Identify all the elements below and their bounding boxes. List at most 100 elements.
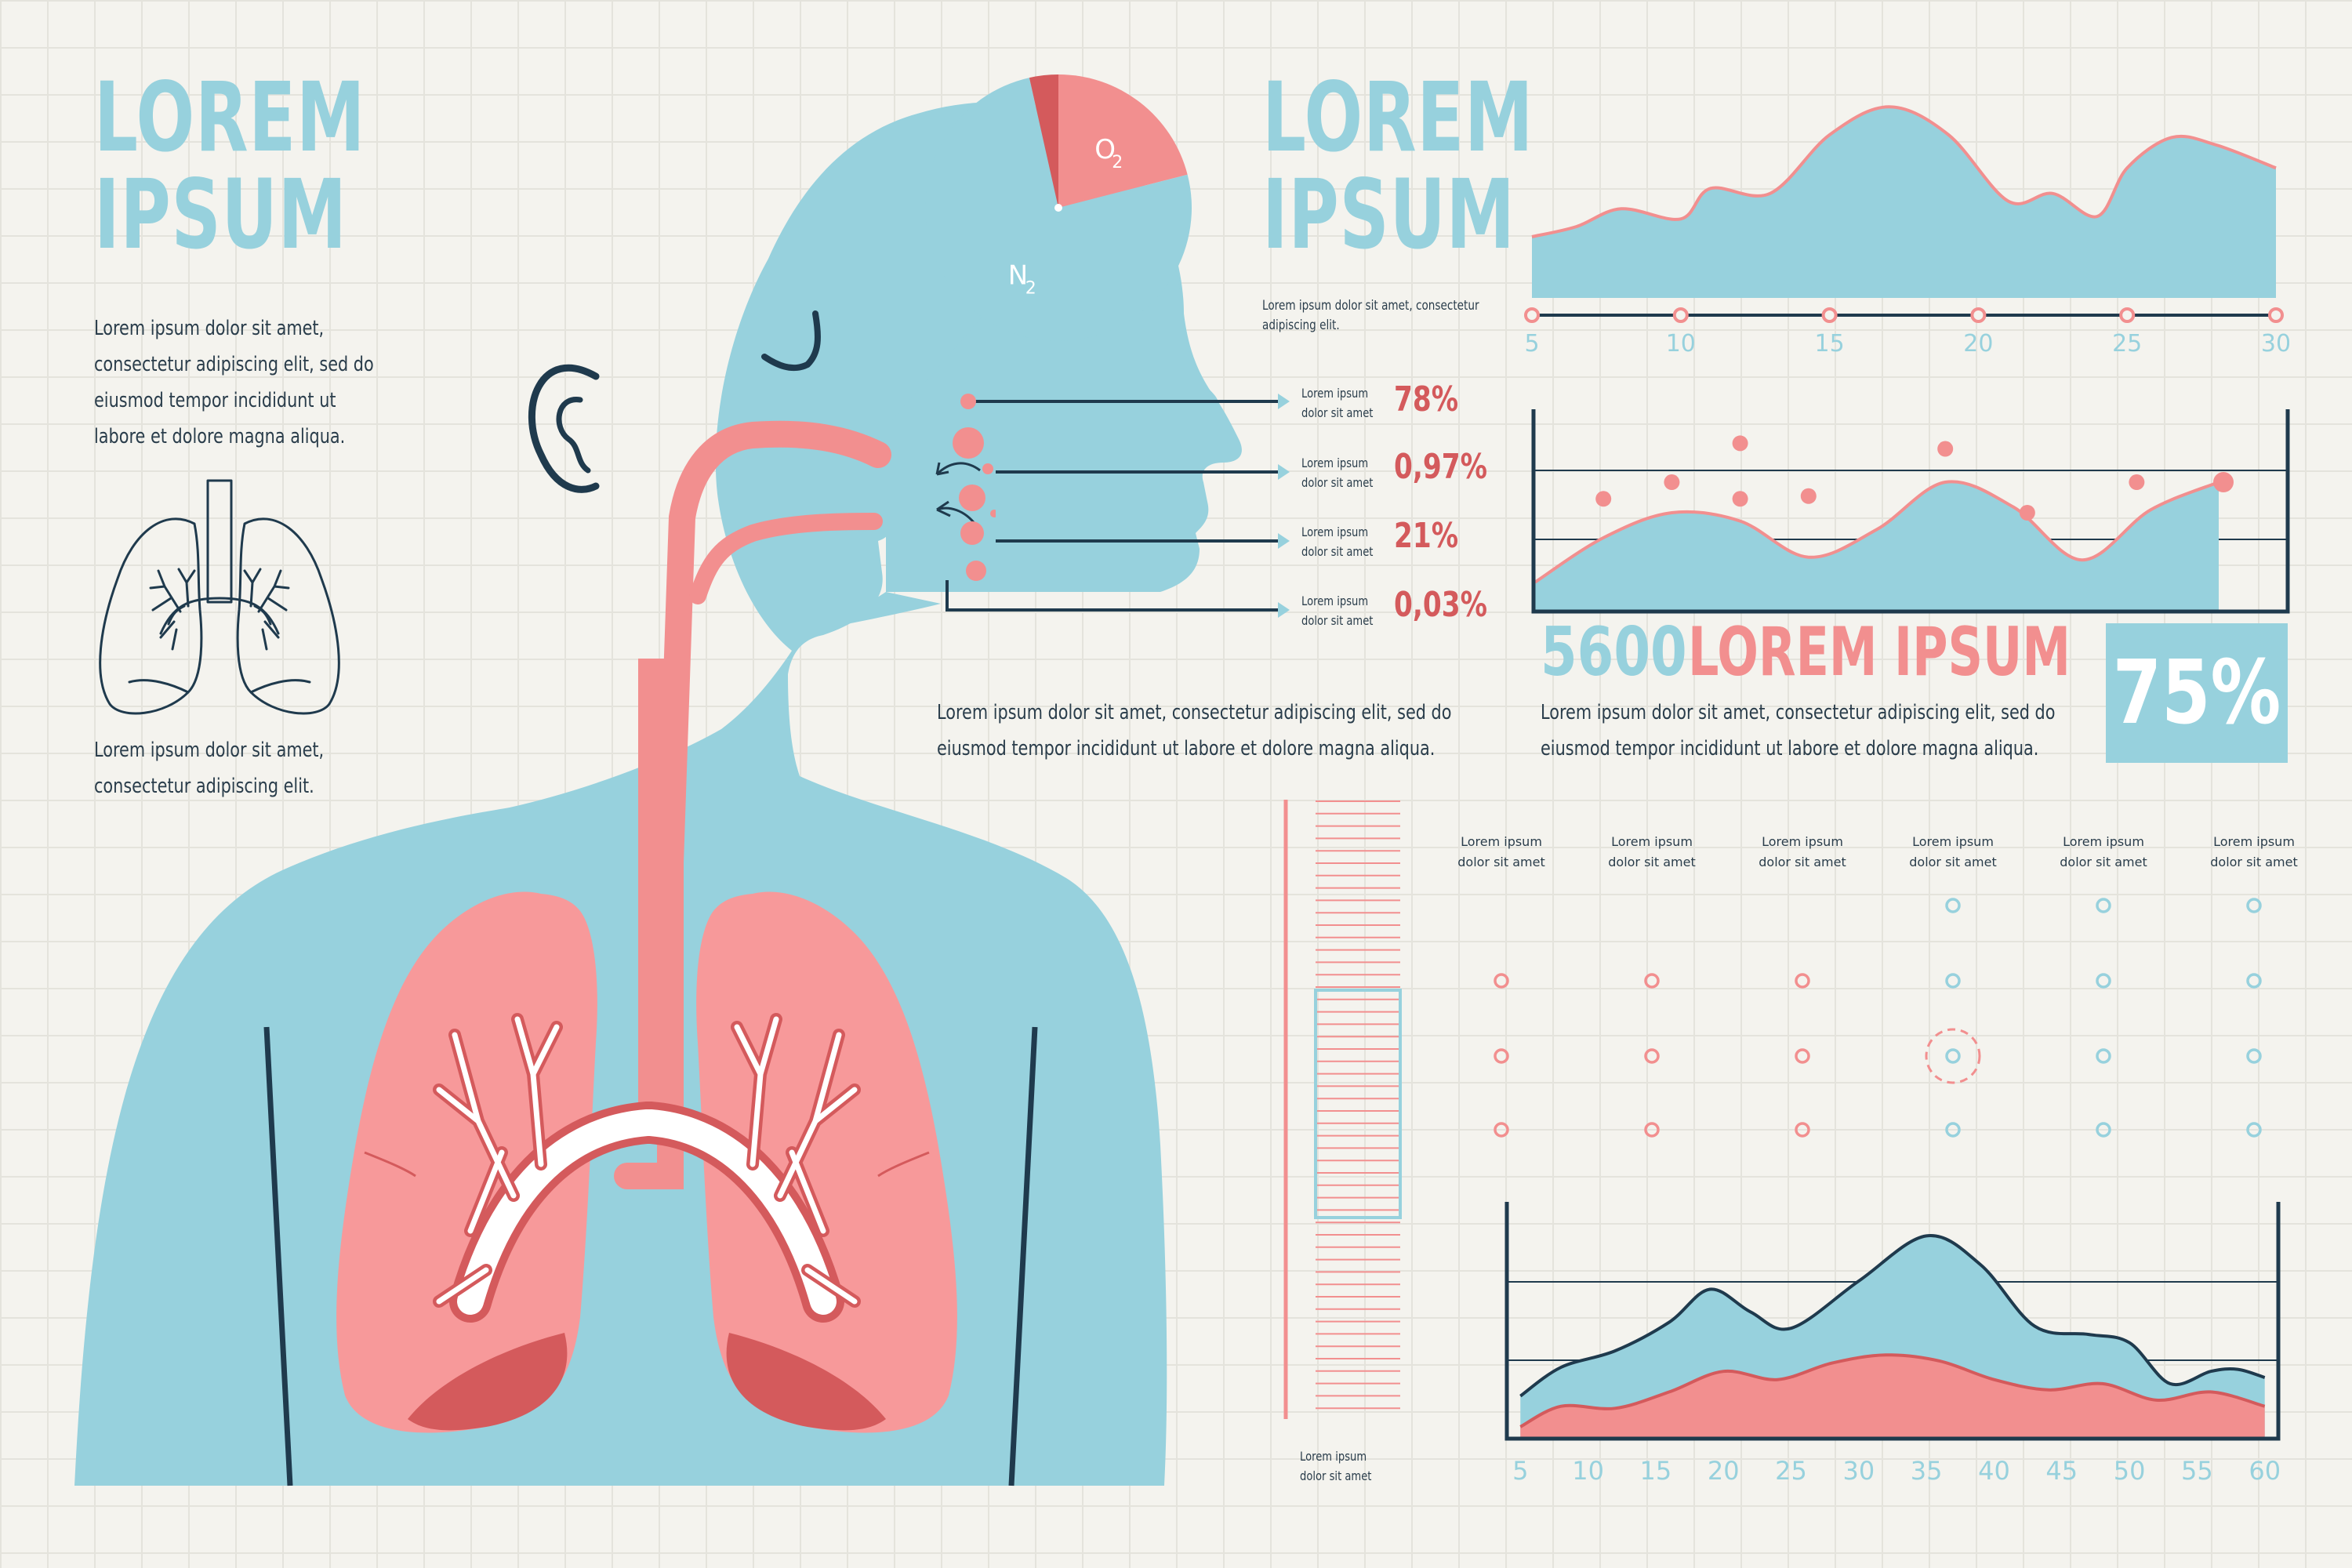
column-label: Lorem ipsum	[1762, 834, 1843, 849]
molecules	[953, 427, 996, 581]
gas-value-4: 0,03%	[1394, 585, 1488, 625]
column-label: dolor sit amet	[1608, 855, 1696, 869]
matrix-dot	[2246, 973, 2262, 989]
x-tick-label: 35	[1911, 1456, 1943, 1486]
x-tick-label: 10	[1666, 330, 1696, 358]
gas-label: dolor sit amet	[1301, 475, 1374, 490]
pie-label: N	[1008, 260, 1028, 291]
matrix-dot	[1795, 973, 1810, 989]
data-point	[1595, 491, 1612, 507]
center-small-line: adipiscing elit.	[1262, 318, 1340, 333]
bottom-area-chart: 5 10 15 20 25 30 35 40 45 50 55 60	[1504, 1202, 2281, 1486]
left-paragraph-2: Lorem ipsum dolor sit amet, consectetur …	[94, 732, 324, 804]
gas-value-2: 0,97%	[1394, 447, 1488, 487]
left-title-line1: LOREM	[94, 62, 366, 173]
matrix-dot	[2096, 973, 2111, 989]
matrix-dot	[2246, 898, 2262, 913]
matrix-dot	[1494, 973, 1509, 989]
pie-slice	[1058, 74, 1188, 208]
column-label: dolor sit amet	[2210, 855, 2298, 869]
matrix-dot	[2096, 898, 2111, 913]
gas-label: Lorem ipsum	[1301, 386, 1369, 401]
highlight-ring	[1925, 1028, 1981, 1084]
matrix-dot	[1494, 1048, 1509, 1064]
matrix-dot	[1644, 1048, 1660, 1064]
matrix-dot	[2096, 1122, 2111, 1138]
x-tick-label: 5	[1524, 330, 1539, 358]
column-label: Lorem ipsum	[1912, 834, 1994, 849]
center-paragraph-line: Lorem ipsum dolor sit amet, consectetur …	[937, 701, 1452, 724]
gas-label: Lorem ipsum	[1301, 524, 1369, 539]
x-tick-label: 45	[2045, 1456, 2078, 1486]
percentage-badge-value: 75%	[2112, 642, 2281, 744]
left-paragraph-2-line: consectetur adipiscing elit.	[94, 775, 314, 798]
matrix-dot	[1494, 1122, 1509, 1138]
lungs-outline-icon	[99, 479, 340, 715]
right-paragraph: Lorem ipsum dolor sit amet, consectetur …	[1541, 695, 2056, 767]
column-label: Lorem ipsum	[1461, 834, 1542, 849]
x-tick-label: 50	[2114, 1456, 2146, 1486]
pie-label-subscript: 2	[1025, 278, 1036, 298]
column-label: dolor sit amet	[1909, 855, 1997, 869]
matrix-dot	[1644, 973, 1660, 989]
left-paragraph-2-line: Lorem ipsum dolor sit amet,	[94, 739, 325, 762]
column-label: dolor sit amet	[2060, 855, 2147, 869]
gas-label: dolor sit amet	[1301, 544, 1374, 559]
top-area-chart: 5 10 15 20 25 30	[1524, 105, 2289, 358]
column-label: dolor sit amet	[1458, 855, 1545, 869]
x-tick-label: 30	[1842, 1456, 1875, 1486]
matrix-dot	[2096, 1048, 2111, 1064]
column-label: Lorem ipsum	[1611, 834, 1693, 849]
gas-arrows	[946, 394, 1290, 618]
column-label: Lorem ipsum	[2213, 834, 2295, 849]
x-tick-label: 25	[1775, 1456, 1807, 1486]
matrix-dot	[1644, 1122, 1660, 1138]
x-tick-label: 25	[2112, 330, 2142, 358]
stat-value: 5600	[1541, 613, 1687, 691]
gauge-caption-line: Lorem ipsum	[1300, 1449, 1367, 1464]
x-tick-label: 55	[2181, 1456, 2213, 1486]
data-point	[1732, 435, 1748, 452]
gas-label: Lorem ipsum	[1301, 456, 1369, 470]
center-title-line1: LOREM	[1262, 62, 1534, 173]
x-tick-label: 40	[1978, 1456, 2010, 1486]
data-point	[1732, 491, 1748, 507]
x-tick-label: 5	[1512, 1456, 1528, 1486]
data-point	[1664, 474, 1680, 491]
gas-label: dolor sit amet	[1301, 613, 1374, 628]
dot-matrix-chart: Lorem ipsum dolor sit amet Lorem ipsum dolo…	[1458, 834, 2298, 1138]
gauge-caption: Lorem ipsum dolor sit amet	[1300, 1446, 1371, 1486]
vertical-gauge	[1283, 800, 1402, 1419]
pie-slice	[1029, 74, 1058, 208]
gas-value-1: 78%	[1394, 379, 1459, 419]
x-tick-marker	[1821, 307, 1838, 323]
center-title-line2: IPSUM	[1262, 159, 1515, 270]
x-tick-label: 20	[1963, 330, 1993, 358]
x-tick-label: 60	[2249, 1456, 2281, 1486]
pie-center-dot	[1054, 204, 1062, 212]
center-paragraph: Lorem ipsum dolor sit amet, consectetur …	[937, 695, 1452, 767]
x-tick-marker	[2268, 307, 2284, 323]
matrix-dot	[2246, 1122, 2262, 1138]
x-tick-label: 15	[1815, 330, 1845, 358]
left-paragraph: Lorem ipsum dolor sit amet, consectetur …	[94, 310, 374, 455]
right-paragraph-line: Lorem ipsum dolor sit amet, consectetur …	[1541, 701, 2056, 724]
gas-label: Lorem ipsum	[1301, 593, 1369, 608]
column-label: Lorem ipsum	[2063, 834, 2144, 849]
gas-value-3: 21%	[1394, 516, 1459, 556]
matrix-dot	[1945, 973, 1961, 989]
x-tick-label: 30	[2261, 330, 2289, 358]
data-point	[2129, 474, 2145, 491]
center-small-line: Lorem ipsum dolor sit amet, consectetur	[1262, 298, 1479, 314]
data-point	[1800, 488, 1817, 504]
gas-label: dolor sit amet	[1301, 405, 1374, 420]
percentage-badge: 75%	[2106, 623, 2288, 763]
right-paragraph-line: eiusmod tempor incididunt ut labore et d…	[1541, 737, 2039, 760]
pie-label-subscript: 2	[1112, 153, 1123, 172]
matrix-dot	[1945, 1122, 1961, 1138]
right-lung	[696, 891, 957, 1433]
left-paragraph-line: consectetur adipiscing elit, sed do	[94, 353, 374, 376]
matrix-dot	[1795, 1122, 1810, 1138]
matrix-dot	[2246, 1048, 2262, 1064]
left-paragraph-line: Lorem ipsum dolor sit amet,	[94, 317, 325, 340]
